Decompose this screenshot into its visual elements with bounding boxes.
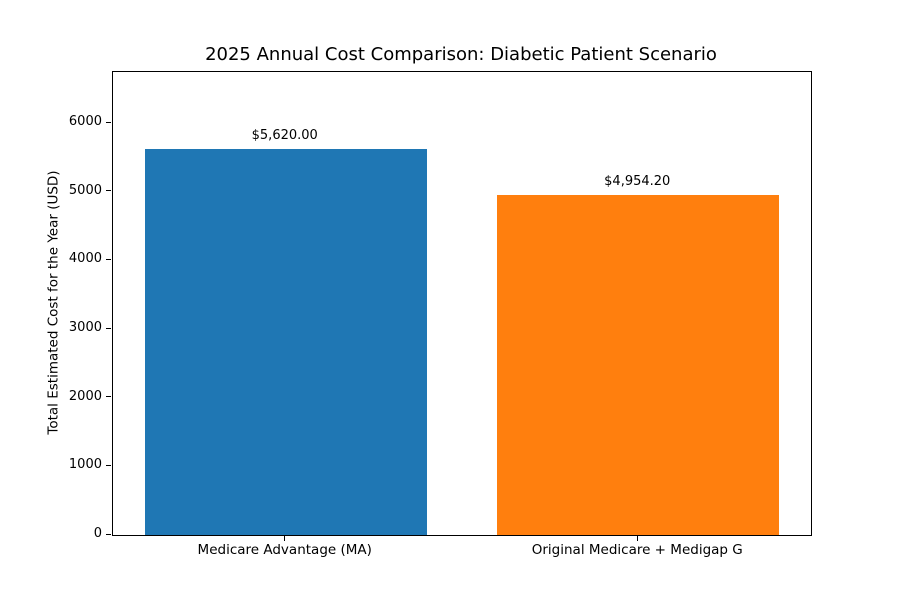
y-tick-label: 3000 xyxy=(68,320,102,336)
y-tick-mark xyxy=(106,533,111,535)
y-tick-mark xyxy=(106,190,111,192)
y-tick-mark xyxy=(106,121,111,123)
y-tick-label: 4000 xyxy=(68,251,102,267)
y-tick-mark xyxy=(106,396,111,398)
y-tick-mark xyxy=(106,258,111,260)
bar-1 xyxy=(144,149,427,535)
x-tick-mark xyxy=(284,536,286,541)
x-tick-mark xyxy=(636,536,638,541)
bar-value-label: $5,620.00 xyxy=(251,128,318,144)
y-tick-label: 2000 xyxy=(68,388,102,404)
bar-2 xyxy=(497,194,780,535)
y-tick-mark xyxy=(106,327,111,329)
x-tick-label: Original Medicare + Medigap G xyxy=(531,542,743,558)
chart-title: 2025 Annual Cost Comparison: Diabetic Pa… xyxy=(205,44,717,65)
bar-value-label: $4,954.20 xyxy=(604,173,671,189)
y-tick-mark xyxy=(106,464,111,466)
plot-area xyxy=(112,71,812,536)
y-tick-label: 6000 xyxy=(68,114,102,130)
y-tick-label: 1000 xyxy=(68,457,102,473)
y-tick-label: 0 xyxy=(93,526,102,541)
x-tick-label: Medicare Advantage (MA) xyxy=(197,542,372,558)
y-tick-label: 5000 xyxy=(68,182,102,198)
